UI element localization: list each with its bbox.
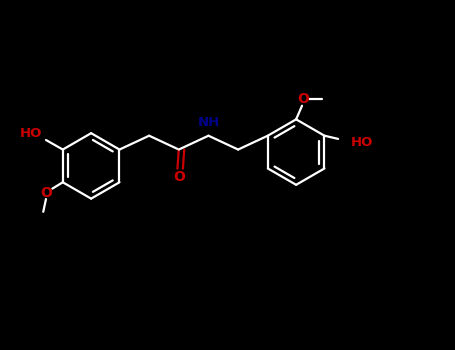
Text: NH: NH	[198, 116, 221, 128]
Text: O: O	[297, 92, 309, 106]
Text: O: O	[40, 186, 52, 200]
Text: HO: HO	[20, 127, 43, 140]
Text: O: O	[173, 170, 185, 184]
Text: HO: HO	[350, 136, 373, 149]
